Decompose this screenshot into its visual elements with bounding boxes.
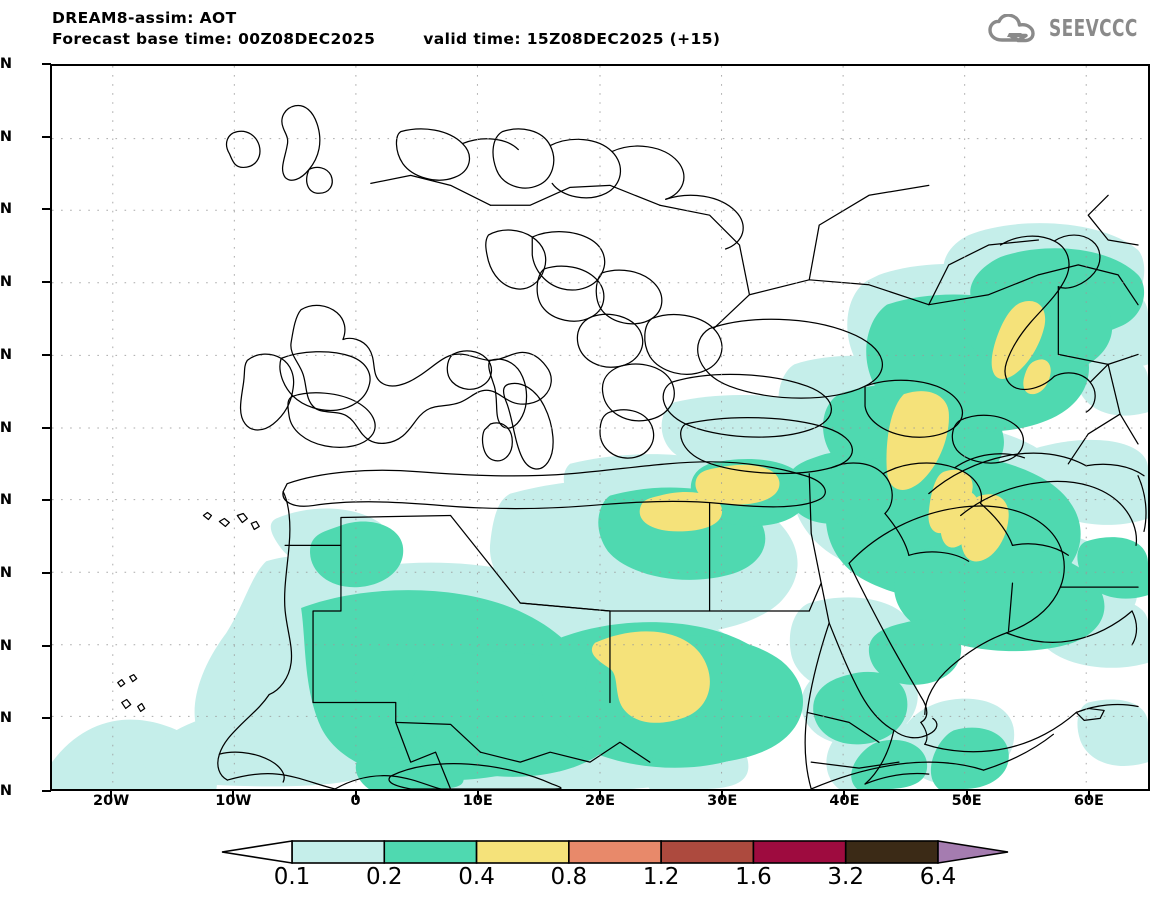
colorbar-tick-label: 0.2 bbox=[365, 864, 403, 890]
colorbar-tick-label: 0.4 bbox=[458, 864, 495, 890]
x-tick-label: 20W bbox=[93, 793, 130, 809]
colorbar-tick-label: 3.2 bbox=[827, 864, 864, 890]
colorbar-bin bbox=[752, 840, 847, 864]
model-title: DREAM8-assim: AOT bbox=[52, 9, 237, 27]
map-coastlines bbox=[117, 104, 1147, 789]
x-tick-mark bbox=[599, 791, 601, 800]
y-tick-label: 45N bbox=[0, 201, 12, 218]
colorbar-bin bbox=[568, 840, 662, 864]
aot-map-plot bbox=[50, 64, 1150, 791]
seevccc-logo: SEEVCCC bbox=[988, 14, 1157, 44]
y-tick-mark bbox=[42, 571, 51, 574]
x-tick-label: 50E bbox=[951, 793, 982, 809]
y-tick-mark bbox=[42, 717, 51, 720]
x-tick-mark bbox=[354, 791, 357, 800]
y-tick-mark bbox=[42, 281, 51, 284]
cloud-icon bbox=[988, 14, 1035, 43]
colorbar-bin bbox=[291, 840, 386, 864]
map-gridlines bbox=[52, 66, 1148, 789]
map-canvas bbox=[52, 66, 1148, 789]
x-tick-mark bbox=[965, 791, 968, 800]
y-tick-label: 25N bbox=[0, 492, 12, 509]
colorbar-bin bbox=[475, 840, 570, 864]
x-tick-label: 40E bbox=[829, 793, 860, 809]
y-tick-mark bbox=[42, 208, 51, 211]
colorbar-tick-label: 0.1 bbox=[273, 864, 311, 890]
y-tick-mark bbox=[42, 135, 51, 138]
y-tick-label: 10N bbox=[0, 710, 12, 727]
y-tick-mark bbox=[42, 644, 51, 647]
y-tick-label: 15N bbox=[0, 637, 12, 654]
x-tick-mark bbox=[721, 791, 724, 800]
y-tick-mark bbox=[42, 426, 51, 429]
x-tick-mark bbox=[1087, 791, 1090, 800]
y-tick-label: 20N bbox=[0, 564, 12, 581]
y-tick-mark bbox=[42, 790, 51, 792]
x-tick-mark bbox=[232, 791, 235, 800]
y-tick-label: 5N bbox=[0, 783, 12, 799]
chart-header: DREAM8-assim: AOT Forecast base time: 00… bbox=[52, 8, 952, 50]
colorbar-bin bbox=[844, 840, 939, 864]
y-tick-mark bbox=[42, 353, 51, 356]
y-tick-label: 30N bbox=[0, 419, 12, 436]
y-tick-label: 40N bbox=[0, 274, 12, 291]
x-tick-label: 10E bbox=[462, 793, 493, 809]
colorbar-tick-label: 0.8 bbox=[550, 864, 588, 890]
y-tick-mark bbox=[42, 499, 51, 502]
x-tick-label: 20E bbox=[584, 793, 616, 809]
colorbar-under-cap bbox=[221, 840, 293, 864]
time-line: Forecast base time: 00Z08DEC2025 valid t… bbox=[52, 29, 952, 50]
x-tick-label: 0 bbox=[350, 793, 361, 809]
y-tick-label: 55N bbox=[0, 56, 12, 72]
colorbar-over-cap bbox=[937, 840, 1009, 864]
colorbar-bin bbox=[383, 840, 478, 864]
valid-time-label: valid time: 15Z08DEC2025 (+15) bbox=[423, 30, 721, 48]
colorbar-tick-label: 1.2 bbox=[642, 864, 680, 890]
x-tick-mark bbox=[843, 791, 846, 800]
logo-text: SEEVCCC bbox=[1048, 16, 1138, 42]
colorbar-tick-label: 6.4 bbox=[919, 864, 957, 890]
x-tick-label: 30E bbox=[707, 793, 738, 809]
x-tick-mark bbox=[110, 791, 113, 800]
colorbar: 0.1 0.2 0.4 0.8 1.2 1.6 3.2 6.4 bbox=[0, 836, 1165, 898]
y-tick-label: 35N bbox=[0, 346, 12, 363]
y-tick-label: 50N bbox=[0, 128, 12, 145]
x-tick-mark bbox=[476, 791, 479, 800]
base-time-label: Forecast base time: 00Z08DEC2025 bbox=[52, 30, 376, 48]
x-tick-label: 10W bbox=[215, 793, 252, 809]
colorbar-bin bbox=[660, 840, 755, 864]
y-tick-mark bbox=[42, 63, 51, 65]
x-tick-label: 60E bbox=[1073, 793, 1104, 809]
colorbar-tick-label: 1.6 bbox=[735, 864, 772, 890]
colorbar-swatches bbox=[221, 840, 1009, 864]
